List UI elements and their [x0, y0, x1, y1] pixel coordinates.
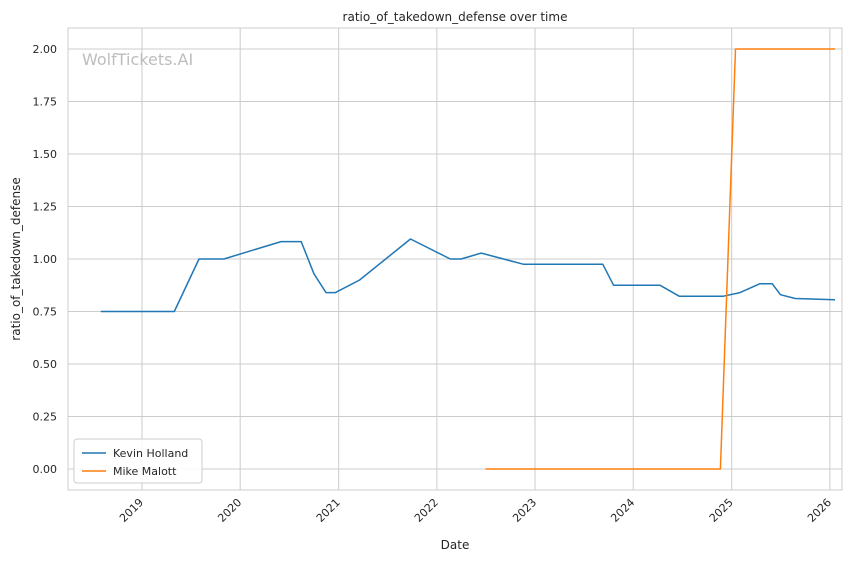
series-line-kevin-holland [100, 238, 836, 313]
y-tick-label: 2.00 [33, 43, 58, 56]
y-axis-title: ratio_of_takedown_defense [9, 177, 23, 340]
chart-title: ratio_of_takedown_defense over time [343, 10, 568, 24]
x-tick-label: 2019 [117, 496, 146, 525]
y-tick-label: 1.25 [33, 201, 58, 214]
y-tick-label: 0.00 [33, 463, 58, 476]
x-tick-label: 2021 [314, 496, 343, 525]
y-tick-label: 1.00 [33, 253, 58, 266]
y-tick-label: 1.75 [33, 96, 58, 109]
legend-box [73, 438, 203, 484]
y-tick-labels: 0.00 0.25 0.50 0.75 1.00 1.25 1.50 1.75 2.00 [33, 43, 58, 476]
x-tick-label: 2024 [608, 496, 637, 525]
legend-label-kevin-holland: Kevin Holland [113, 447, 188, 460]
legend-label-mike-malott: Mike Malott [113, 465, 177, 478]
y-tick-label: 1.50 [33, 148, 58, 161]
y-tick-label: 0.25 [33, 411, 58, 424]
legend: Kevin Holland Mike Malott [73, 438, 203, 484]
x-tick-label: 2023 [510, 496, 539, 525]
x-tick-label: 2022 [412, 496, 441, 525]
series-line-mike-malott [485, 48, 835, 470]
x-tick-label: 2026 [805, 496, 834, 525]
y-tick-label: 0.75 [33, 306, 58, 319]
x-axis-title: Date [441, 538, 470, 552]
y-tick-label: 0.50 [33, 358, 58, 371]
plot-frame [67, 27, 843, 491]
watermark: WolfTickets.AI [82, 50, 193, 69]
x-tick-label: 2025 [707, 496, 736, 525]
x-tick-label: 2020 [215, 496, 244, 525]
series-lines [100, 48, 836, 470]
x-tick-labels: 2019 2020 2021 2022 2023 2024 2025 2026 [117, 496, 834, 525]
